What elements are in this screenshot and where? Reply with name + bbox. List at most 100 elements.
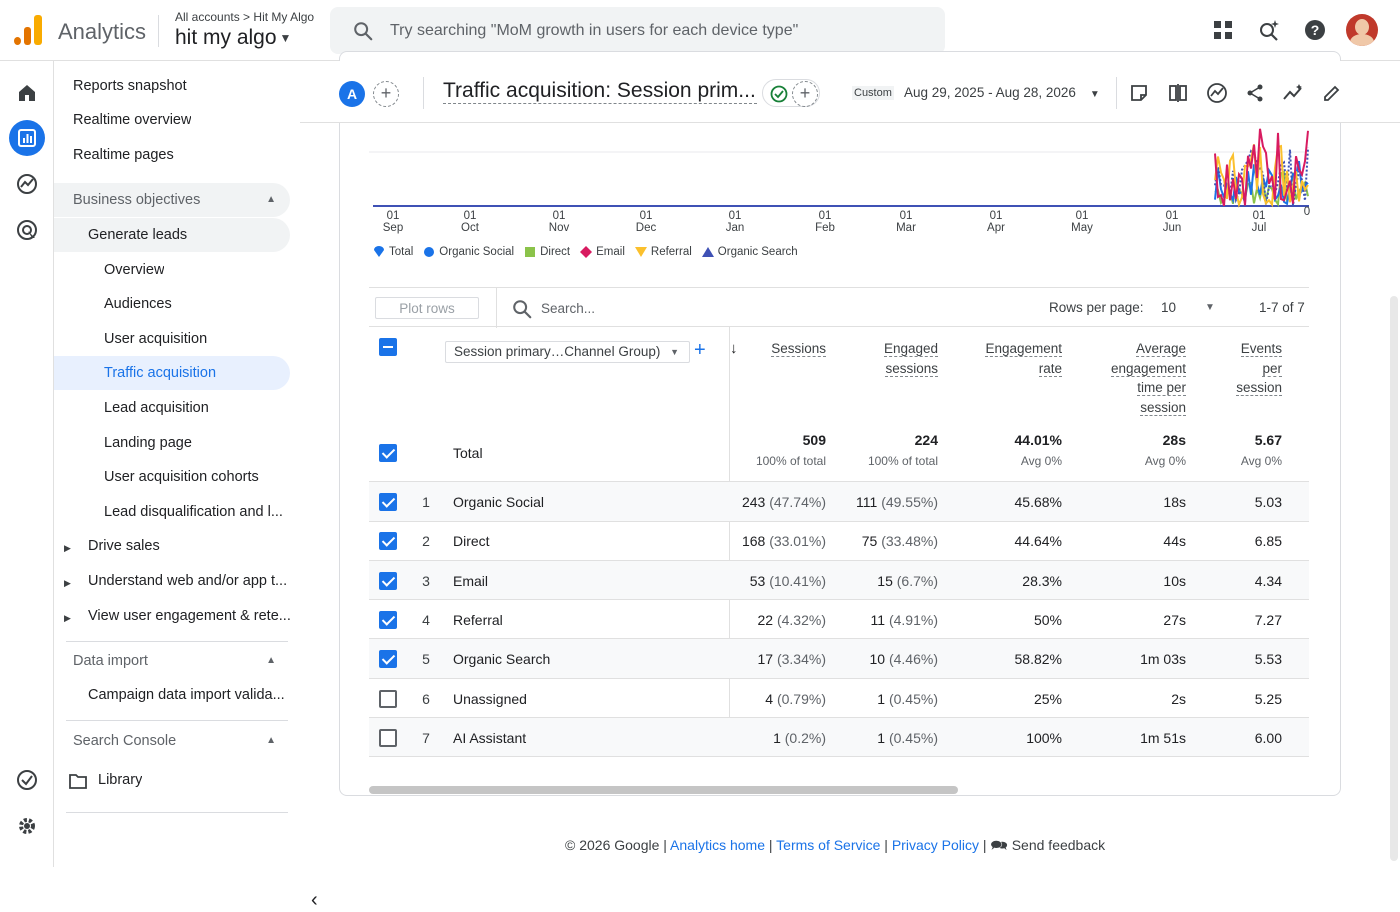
help-icon[interactable]: ? bbox=[1302, 17, 1328, 43]
table-row[interactable]: 4 Referral 22 (4.32%) 11 (4.91%) 50% 27s 7.27 bbox=[369, 600, 1309, 640]
legend-item[interactable]: Total bbox=[373, 246, 413, 258]
legend-item[interactable]: Direct bbox=[524, 246, 570, 258]
settings-icon[interactable] bbox=[9, 808, 45, 844]
nav-user-acquisition-cohorts[interactable]: User acquisition cohorts bbox=[104, 469, 259, 485]
column-header[interactable]: Average engagement time per session bbox=[1076, 339, 1186, 417]
reports-icon[interactable] bbox=[9, 120, 45, 156]
nav-realtime-pages[interactable]: Realtime pages bbox=[73, 147, 174, 163]
collapse-nav-icon[interactable]: ‹ bbox=[311, 889, 318, 911]
table-row[interactable]: 7 AI Assistant 1 (0.2%) 1 (0.45%) 100% 1m 51s… bbox=[369, 717, 1309, 758]
horizontal-scrollbar[interactable] bbox=[369, 786, 958, 794]
total-value: 224 bbox=[914, 432, 938, 448]
nav-traffic-acquisition[interactable]: Traffic acquisition bbox=[54, 356, 290, 390]
advertising-icon[interactable] bbox=[9, 212, 45, 248]
plot-rows-button[interactable]: Plot rows bbox=[375, 297, 479, 319]
nav-lead-acquisition[interactable]: Lead acquisition bbox=[104, 400, 209, 416]
analytics-home-link[interactable]: Analytics home bbox=[670, 837, 765, 853]
property-selector[interactable]: hit my algo ▼ bbox=[175, 26, 291, 50]
account-avatar[interactable] bbox=[1346, 14, 1378, 46]
nav-audiences[interactable]: Audiences bbox=[104, 296, 172, 312]
table-search-input[interactable] bbox=[541, 298, 741, 318]
row-checkbox[interactable] bbox=[379, 689, 397, 708]
admin-check-icon[interactable] bbox=[9, 762, 45, 798]
cell-value: 5.25 bbox=[1254, 690, 1282, 707]
apps-icon[interactable] bbox=[1210, 17, 1236, 43]
table-row[interactable]: 1 Organic Social 243 (47.74%) 111 (49.55%) 4… bbox=[369, 482, 1309, 522]
x-tick-label: 01 May bbox=[1067, 210, 1097, 234]
terms-link[interactable]: Terms of Service bbox=[776, 837, 881, 853]
nav-drive-sales[interactable]: Drive sales bbox=[88, 538, 160, 554]
nav-campaign-data-import[interactable]: Campaign data import valida... bbox=[88, 687, 285, 703]
rows-per-page-select[interactable]: 10 bbox=[1161, 300, 1177, 315]
send-feedback-button[interactable]: 🗪 Send feedback bbox=[990, 837, 1105, 853]
nav-lead-disqualification[interactable]: Lead disqualification and l... bbox=[104, 504, 283, 520]
table-row[interactable]: 2 Direct 168 (33.01%) 75 (33.48%) 44.64% 44s 6… bbox=[369, 521, 1309, 561]
footer-separator: | bbox=[884, 837, 888, 853]
caret-down-icon[interactable]: ▼ bbox=[1205, 302, 1215, 313]
nav-library[interactable]: Library bbox=[98, 772, 143, 788]
select-all-checkbox[interactable] bbox=[379, 338, 397, 356]
insights-icon[interactable] bbox=[1205, 81, 1229, 105]
row-channel-name: Email bbox=[453, 572, 489, 589]
row-checkbox[interactable] bbox=[379, 650, 397, 669]
nav-reports-snapshot[interactable]: Reports snapshot bbox=[73, 78, 187, 94]
x-tick-label: 01 Apr bbox=[981, 210, 1011, 234]
edit-icon[interactable] bbox=[1320, 81, 1344, 105]
row-checkbox[interactable] bbox=[379, 493, 397, 511]
breadcrumb-account[interactable]: Hit My Algo bbox=[253, 10, 315, 24]
legend-item[interactable]: Organic Social bbox=[423, 246, 514, 258]
legend-item[interactable]: Organic Search bbox=[701, 246, 798, 258]
table-row[interactable]: 6 Unassigned 4 (0.79%) 1 (0.45%) 25% 2s 5.25 bbox=[369, 679, 1309, 718]
row-checkbox[interactable] bbox=[379, 610, 397, 629]
analytics-logo-icon[interactable] bbox=[14, 15, 42, 45]
x-tick-label: 01 Jan bbox=[720, 210, 750, 234]
nav-generate-leads[interactable]: Generate leads bbox=[54, 218, 290, 252]
edit-comparisons-icon[interactable] bbox=[1127, 81, 1151, 105]
explore-icon[interactable] bbox=[9, 166, 45, 202]
row-checkbox[interactable] bbox=[379, 532, 397, 551]
report-title[interactable]: Traffic acquisition: Session prim... bbox=[443, 79, 757, 104]
breadcrumb-all-accounts[interactable]: All accounts bbox=[175, 10, 240, 24]
nav-landing-page[interactable]: Landing page bbox=[104, 435, 192, 451]
row-checkbox[interactable] bbox=[379, 571, 397, 590]
table-row[interactable]: 3 Email 53 (10.41%) 15 (6.7%) 28.3% 10s 4.34 bbox=[369, 560, 1309, 601]
column-header[interactable]: Engaged sessions bbox=[828, 339, 938, 378]
share-icon[interactable] bbox=[1243, 81, 1267, 105]
global-search-input[interactable] bbox=[390, 7, 930, 54]
nav-section-business-objectives[interactable]: Business objectives ▲ bbox=[54, 183, 290, 217]
add-filter-icon[interactable]: + bbox=[792, 81, 818, 107]
add-comparison-icon[interactable]: + bbox=[373, 81, 399, 107]
column-header[interactable]: Events per session bbox=[1172, 339, 1282, 398]
nav-overview[interactable]: Overview bbox=[104, 262, 165, 278]
legend-item[interactable]: Email bbox=[580, 246, 625, 258]
privacy-link[interactable]: Privacy Policy bbox=[891, 837, 979, 853]
nav-view-user-engagement[interactable]: View user engagement & rete... bbox=[88, 608, 291, 624]
row-checkbox[interactable] bbox=[379, 728, 397, 747]
nav-understand-web[interactable]: Understand web and/or app t... bbox=[88, 573, 288, 589]
search-insights-icon[interactable] bbox=[1256, 17, 1282, 43]
column-header[interactable]: Sessions ↓ bbox=[716, 339, 826, 359]
nav-section-search-console[interactable]: Search Console ▲ bbox=[54, 724, 290, 758]
table-row[interactable]: 5 Organic Search 17 (3.34%) 10 (4.46%) 58.82… bbox=[369, 639, 1309, 679]
breadcrumb[interactable]: All accounts > Hit My Algo bbox=[175, 10, 314, 24]
check-circle-icon[interactable] bbox=[766, 81, 792, 107]
dimension-selector[interactable]: Session primary…Channel Group) ▼ bbox=[445, 341, 690, 363]
nav-user-acquisition[interactable]: User acquisition bbox=[104, 331, 208, 347]
totals-checkbox[interactable] bbox=[379, 444, 397, 462]
date-range-picker[interactable]: Aug 29, 2025 - Aug 28, 2026 ▼ bbox=[904, 85, 1100, 100]
cell-value: 2s bbox=[1171, 690, 1186, 707]
compare-icon[interactable] bbox=[1166, 81, 1190, 105]
home-icon[interactable] bbox=[9, 75, 45, 111]
comparison-avatar[interactable]: A bbox=[339, 81, 365, 107]
global-search[interactable] bbox=[330, 7, 945, 54]
sort-descending-icon[interactable]: ↓ bbox=[730, 340, 738, 357]
legend-item[interactable]: Referral bbox=[634, 246, 692, 258]
row-cell: 1 (0.2%) bbox=[773, 730, 826, 746]
vertical-scrollbar[interactable] bbox=[1390, 296, 1398, 861]
column-header[interactable]: Engagement rate bbox=[952, 339, 1062, 378]
add-dimension-icon[interactable]: + bbox=[694, 339, 706, 361]
row-channel-name: Organic Social bbox=[453, 494, 545, 510]
nav-realtime-overview[interactable]: Realtime overview bbox=[73, 112, 192, 128]
nav-section-data-import[interactable]: Data import ▲ bbox=[54, 644, 290, 678]
trend-icon[interactable] bbox=[1281, 81, 1305, 105]
